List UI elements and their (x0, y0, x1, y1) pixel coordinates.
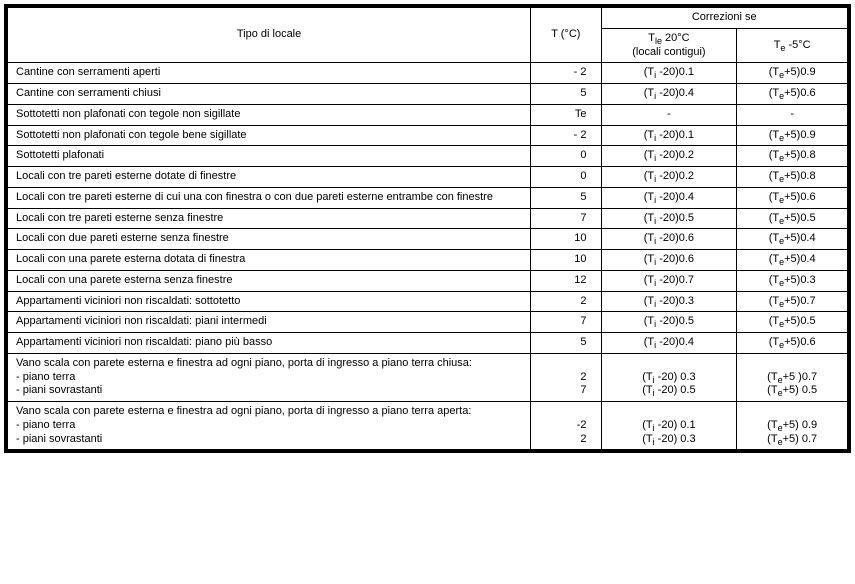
table-row: Vano scala con parete esterna e finestra… (8, 402, 848, 450)
cell-cor1: (Ti -20)0.6 (601, 229, 737, 250)
cell-cor2: (Te+5)0.8 (737, 146, 848, 167)
cell-cor2: (Te+5 )0.7(Te+5) 0.5 (737, 353, 848, 401)
cell-t: 5 (531, 187, 601, 208)
cell-tipo: Sottotetti non plafonati con tegole bene… (8, 125, 531, 146)
table-row: Sottotetti plafonati0(Ti -20)0.2(Te+5)0.… (8, 146, 848, 167)
cell-t: Te (531, 104, 601, 125)
table-body: Cantine con serramenti aperti- 2(Ti -20)… (8, 63, 848, 450)
table-row: Locali con una parete esterna dotata di … (8, 250, 848, 271)
cell-cor1: (Ti -20)0.3 (601, 291, 737, 312)
cell-cor1: (Ti -20)0.4 (601, 333, 737, 354)
cell-t: - 2 (531, 63, 601, 84)
cell-tipo: Sottotetti plafonati (8, 146, 531, 167)
table-row: Appartamenti viciniori non riscaldati: p… (8, 333, 848, 354)
cell-tipo: Locali con una parete esterna dotata di … (8, 250, 531, 271)
cell-t: 0 (531, 146, 601, 167)
table-row: Cantine con serramenti aperti- 2(Ti -20)… (8, 63, 848, 84)
cell-cor1: (Ti -20)0.1 (601, 63, 737, 84)
table-row: Vano scala con parete esterna e finestra… (8, 353, 848, 401)
cell-cor2: (Te+5)0.5 (737, 312, 848, 333)
cell-cor1: (Ti -20)0.7 (601, 270, 737, 291)
cell-t: 0 (531, 167, 601, 188)
cell-cor2: (Te+5)0.6 (737, 187, 848, 208)
cell-t: 7 (531, 312, 601, 333)
cell-tipo: Vano scala con parete esterna e finestra… (8, 402, 531, 450)
cell-cor2: (Te+5)0.4 (737, 250, 848, 271)
cell-cor1: - (601, 104, 737, 125)
table-row: Locali con tre pareti esterne dotate di … (8, 167, 848, 188)
cell-cor1: (Ti -20)0.2 (601, 167, 737, 188)
cell-cor1: (Ti -20)0.6 (601, 250, 737, 271)
cell-t: 2 7 (531, 353, 601, 401)
cell-cor2: - (737, 104, 848, 125)
header-correzioni: Correzioni se (601, 8, 847, 29)
cell-cor1: (Ti -20) 0.1(Ti -20) 0.3 (601, 402, 737, 450)
table-row: Locali con tre pareti esterne di cui una… (8, 187, 848, 208)
cell-t: 5 (531, 84, 601, 105)
cell-tipo: Locali con tre pareti esterne di cui una… (8, 187, 531, 208)
cell-t: 10 (531, 250, 601, 271)
cell-tipo: Locali con una parete esterna senza fine… (8, 270, 531, 291)
table-row: Appartamenti viciniori non riscaldati: s… (8, 291, 848, 312)
table-row: Sottotetti non plafonati con tegole bene… (8, 125, 848, 146)
table-head: Tipo di locale T (°C) Correzioni se Tle … (8, 8, 848, 63)
cell-tipo: Appartamenti viciniori non riscaldati: s… (8, 291, 531, 312)
cell-cor1: (Ti -20) 0.3(Ti -20) 0.5 (601, 353, 737, 401)
cell-t: 2 (531, 291, 601, 312)
cell-t: 10 (531, 229, 601, 250)
table-row: Appartamenti viciniori non riscaldati: p… (8, 312, 848, 333)
cell-tipo: Cantine con serramenti aperti (8, 63, 531, 84)
cell-t: 5 (531, 333, 601, 354)
cell-tipo: Locali con tre pareti esterne senza fine… (8, 208, 531, 229)
table-row: Sottotetti non plafonati con tegole non … (8, 104, 848, 125)
header-cor1: Tle 20°C(locali contigui) (601, 28, 737, 63)
header-t: T (°C) (531, 8, 601, 63)
cell-tipo: Locali con due pareti esterne senza fine… (8, 229, 531, 250)
cell-tipo: Vano scala con parete esterna e finestra… (8, 353, 531, 401)
cell-tipo: Appartamenti viciniori non riscaldati: p… (8, 312, 531, 333)
cell-cor2: (Te+5)0.8 (737, 167, 848, 188)
table-row: Locali con due pareti esterne senza fine… (8, 229, 848, 250)
cell-cor2: (Te+5)0.7 (737, 291, 848, 312)
cell-cor2: (Te+5) 0.9(Te+5) 0.7 (737, 402, 848, 450)
cell-cor2: (Te+5)0.6 (737, 84, 848, 105)
cell-tipo: Locali con tre pareti esterne dotate di … (8, 167, 531, 188)
table-row: Cantine con serramenti chiusi5(Ti -20)0.… (8, 84, 848, 105)
cell-tipo: Cantine con serramenti chiusi (8, 84, 531, 105)
cell-t: 7 (531, 208, 601, 229)
cell-t: - 2 (531, 125, 601, 146)
cell-t: 12 (531, 270, 601, 291)
cell-cor1: (Ti -20)0.5 (601, 208, 737, 229)
cell-cor1: (Ti -20)0.2 (601, 146, 737, 167)
cell-tipo: Appartamenti viciniori non riscaldati: p… (8, 333, 531, 354)
table-row: Locali con tre pareti esterne senza fine… (8, 208, 848, 229)
cell-tipo: Sottotetti non plafonati con tegole non … (8, 104, 531, 125)
cell-cor1: (Ti -20)0.5 (601, 312, 737, 333)
table-row: Locali con una parete esterna senza fine… (8, 270, 848, 291)
cell-cor2: (Te+5)0.9 (737, 63, 848, 84)
cell-cor2: (Te+5)0.5 (737, 208, 848, 229)
cell-cor1: (Ti -20)0.4 (601, 84, 737, 105)
cell-cor2: (Te+5)0.6 (737, 333, 848, 354)
cell-cor2: (Te+5)0.3 (737, 270, 848, 291)
locali-table: Tipo di locale T (°C) Correzioni se Tle … (7, 7, 848, 450)
cell-cor1: (Ti -20)0.1 (601, 125, 737, 146)
cell-cor2: (Te+5)0.9 (737, 125, 848, 146)
table-frame: Tipo di locale T (°C) Correzioni se Tle … (4, 4, 851, 453)
cell-cor2: (Te+5)0.4 (737, 229, 848, 250)
cell-cor1: (Ti -20)0.4 (601, 187, 737, 208)
cell-t: -2 2 (531, 402, 601, 450)
header-cor2: Te -5°C (737, 28, 848, 63)
header-tipo: Tipo di locale (8, 8, 531, 63)
